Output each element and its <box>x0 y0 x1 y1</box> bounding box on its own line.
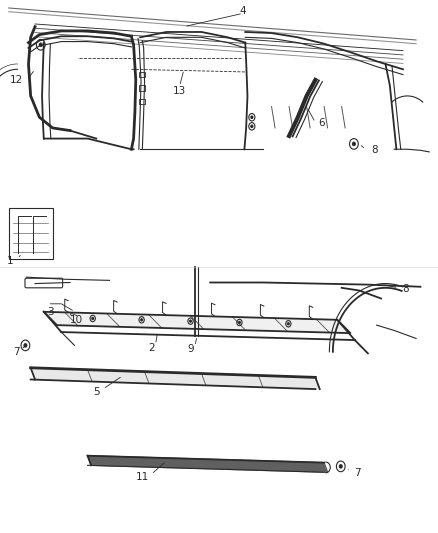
Circle shape <box>339 465 342 468</box>
Text: 7: 7 <box>353 469 360 478</box>
Circle shape <box>288 323 289 325</box>
Text: 7: 7 <box>13 347 20 357</box>
Text: 3: 3 <box>47 307 54 317</box>
Text: 9: 9 <box>187 344 194 354</box>
Polygon shape <box>44 312 350 333</box>
Text: 1: 1 <box>6 256 13 266</box>
Bar <box>139 99 145 104</box>
Circle shape <box>239 321 240 324</box>
Bar <box>139 72 145 77</box>
Circle shape <box>251 116 253 118</box>
Text: 4: 4 <box>240 6 247 15</box>
Polygon shape <box>88 456 328 472</box>
Circle shape <box>190 320 191 322</box>
Text: 6: 6 <box>318 118 325 127</box>
Text: 12: 12 <box>10 75 23 85</box>
Circle shape <box>141 319 142 321</box>
Circle shape <box>24 344 27 347</box>
Text: 8: 8 <box>371 146 378 155</box>
Text: 13: 13 <box>173 86 186 95</box>
Circle shape <box>39 43 42 46</box>
Circle shape <box>251 125 253 127</box>
Circle shape <box>353 142 355 146</box>
Text: 8: 8 <box>402 284 409 294</box>
Circle shape <box>92 318 93 319</box>
Text: 10: 10 <box>70 315 83 325</box>
Bar <box>139 85 145 91</box>
Polygon shape <box>31 368 320 389</box>
Text: 5: 5 <box>93 387 100 397</box>
Text: 2: 2 <box>148 343 155 352</box>
Bar <box>9 208 53 259</box>
Text: 11: 11 <box>136 472 149 482</box>
